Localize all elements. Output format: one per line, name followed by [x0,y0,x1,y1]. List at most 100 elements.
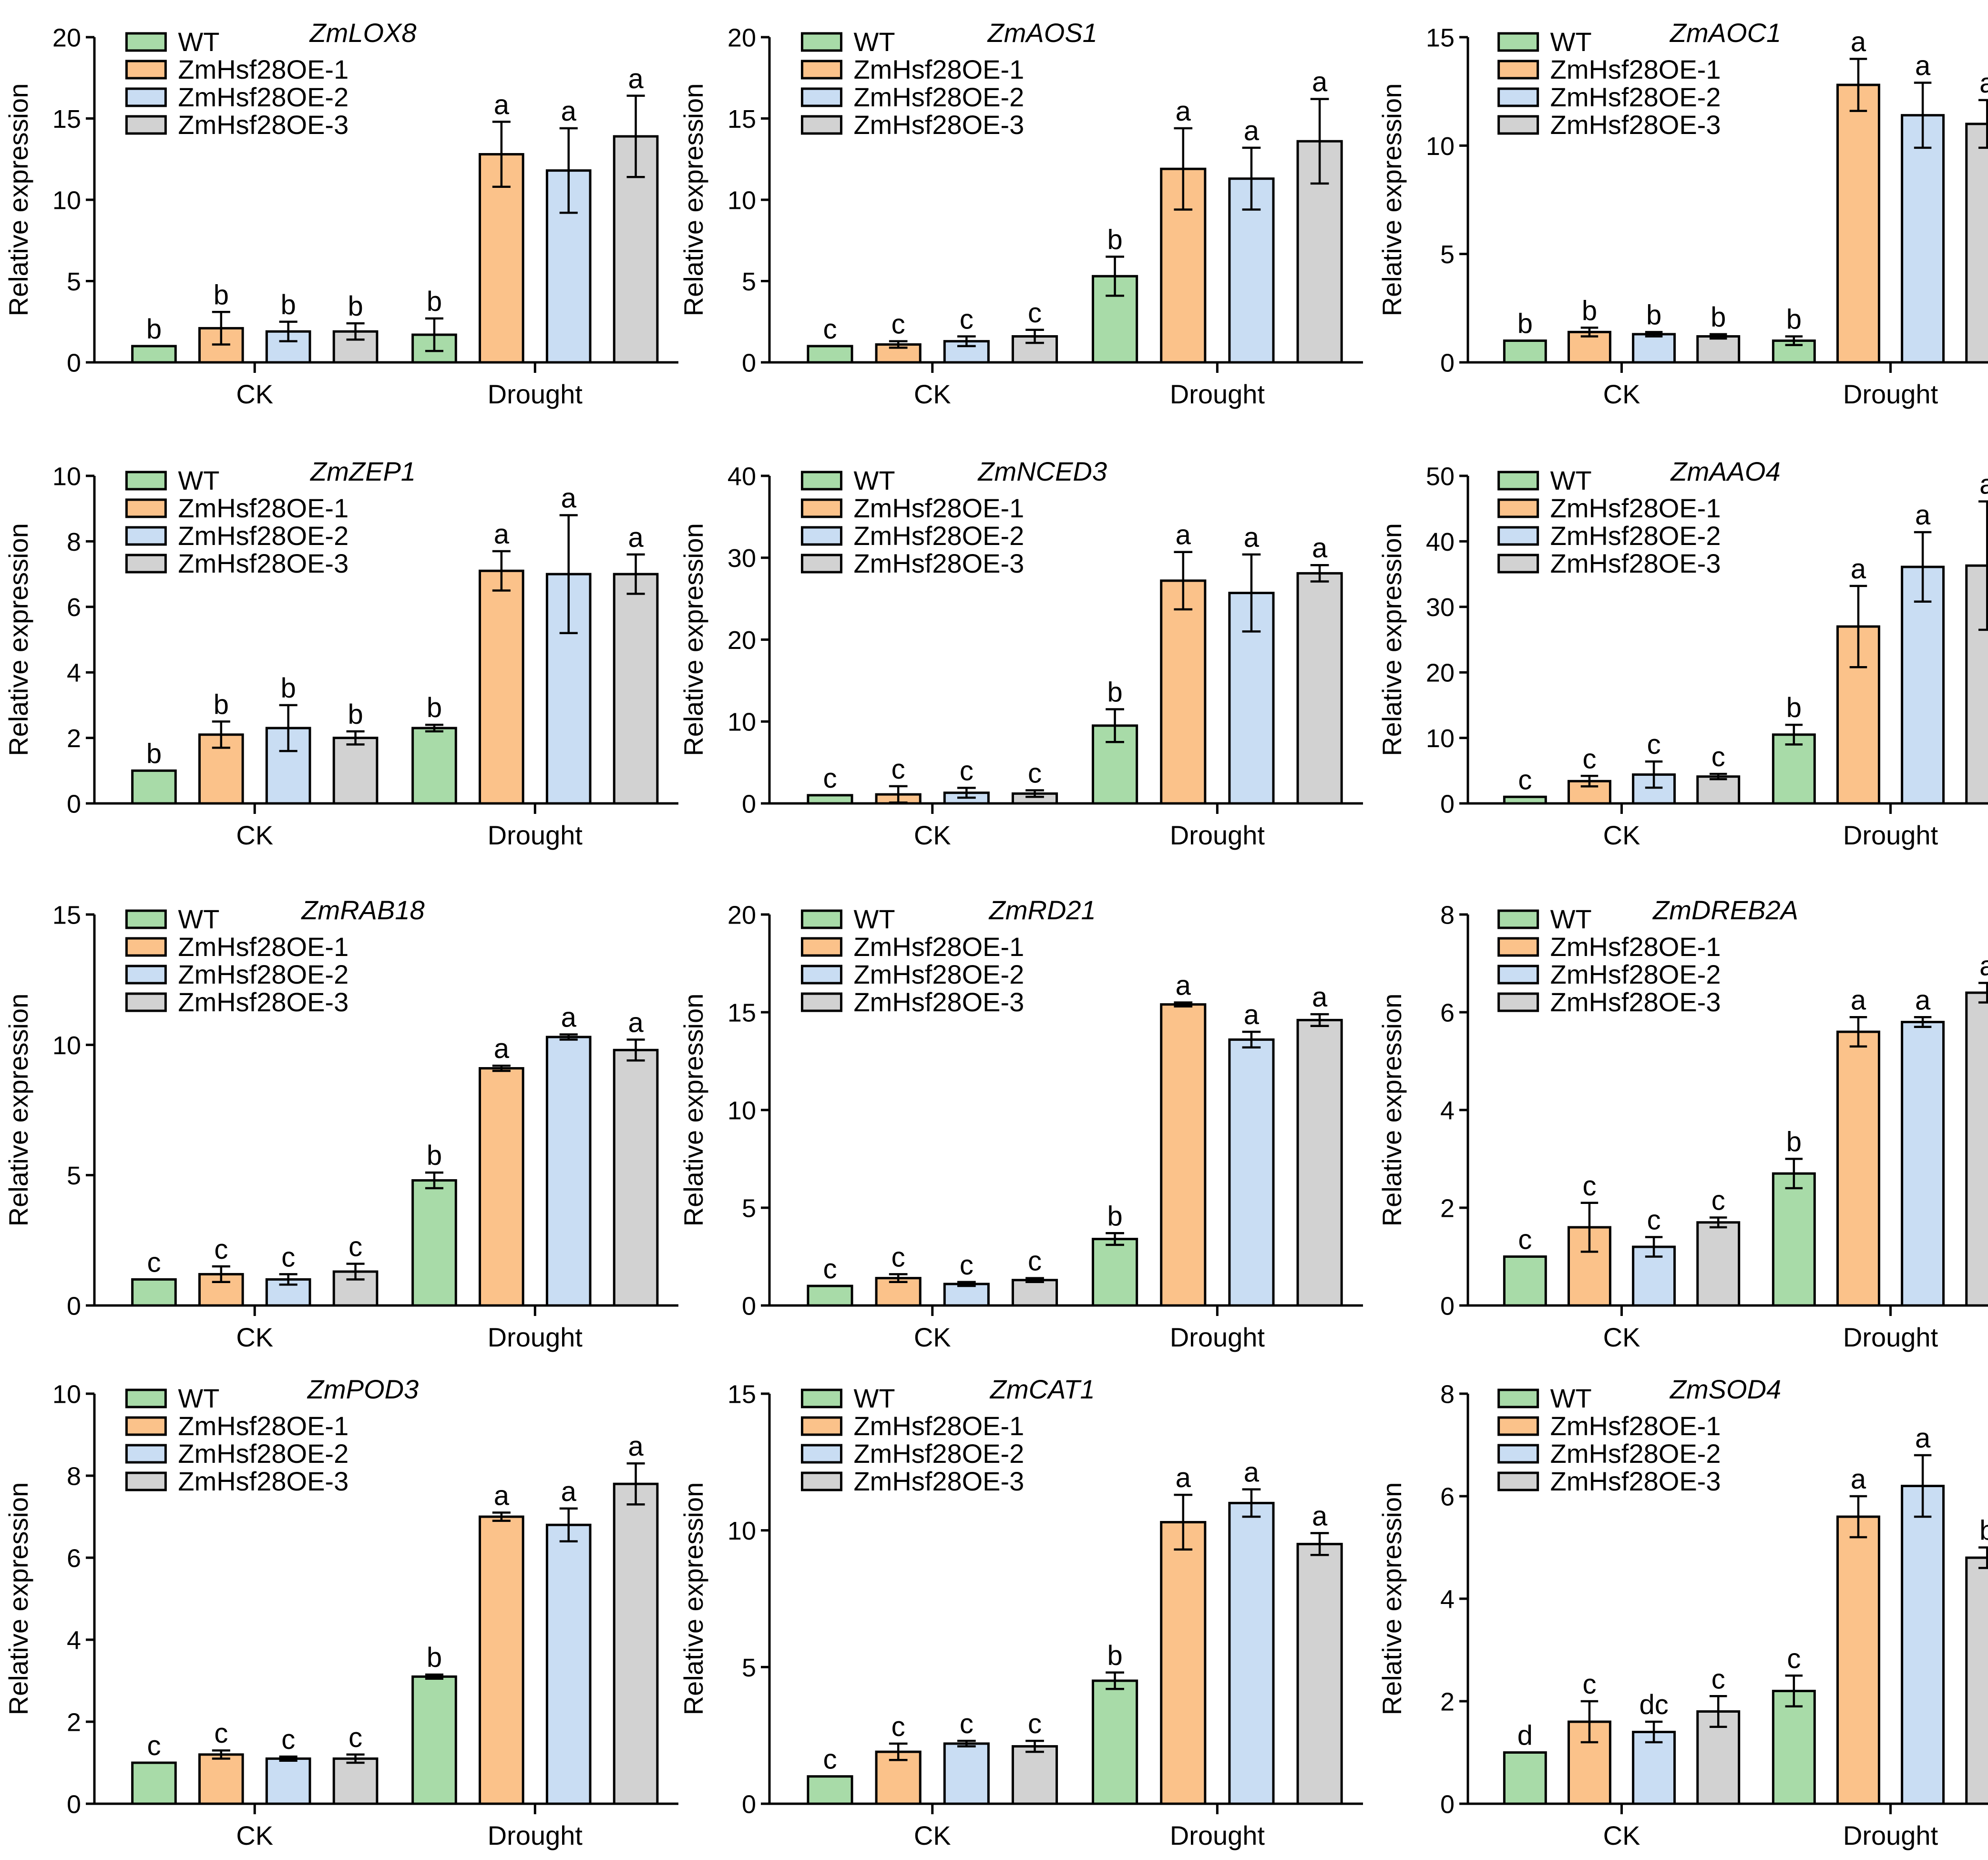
significance-letter: b [1517,308,1533,339]
legend-swatch-4 [1497,992,1539,1012]
bar-wt-drought [411,727,457,805]
bar-wt-ck [1503,795,1547,805]
legend-swatch-3 [125,526,167,546]
bar-zmhsf28oe-3-ck [1696,1221,1741,1307]
significance-letter: b [427,1140,442,1171]
chart-title: ZmLOX8 [308,18,416,48]
bar-zmhsf28oe-3-ck [332,1757,379,1805]
y-tick-label: 6 [67,593,81,622]
y-tick-label: 5 [67,1161,81,1190]
significance-letter: b [1107,1201,1122,1232]
significance-letter: b [146,314,162,345]
y-tick-label: 0 [1440,1292,1455,1320]
legend-swatch-3 [1497,965,1539,985]
significance-letter: c [892,309,905,340]
y-tick-label: 0 [742,1790,756,1819]
legend-label: ZmHsf28OE-1 [853,493,1024,523]
legend-label: WT [1550,465,1592,495]
chart-panel-zmdreb2a: Relative expression 0 2 4 6 8 c c c c CK b a a a Drough… [1377,895,1988,1352]
bar-wt-ck [807,1285,853,1307]
y-tick-label: 15 [1426,23,1455,52]
legend-swatch-4 [1497,554,1539,574]
bar-zmhsf28oe-1-drought [479,153,524,364]
y-tick-label: 2 [1440,1687,1455,1716]
significance-letter: b [1107,677,1122,708]
legend-label: ZmHsf28OE-1 [1550,932,1721,962]
legend-label: ZmHsf28OE-1 [178,493,348,523]
significance-letter: a [494,519,510,550]
significance-letter: c [1711,741,1725,772]
significance-letter: a [1176,1462,1191,1493]
legend-label: ZmHsf28OE-1 [1550,1411,1721,1441]
legend-swatch-2 [1497,1416,1539,1436]
significance-letter: c [1647,729,1661,760]
y-tick-label: 20 [1426,659,1455,688]
y-tick-label: 4 [1440,1096,1455,1125]
significance-letter: c [147,1247,161,1278]
y-tick-label: 4 [1440,1585,1455,1613]
y-tick-label: 2 [67,1708,81,1737]
bar-zmhsf28oe-2-drought [545,1036,592,1307]
legend-swatch-2 [800,937,842,957]
significance-letter: a [1851,26,1866,57]
significance-letter: a [628,522,644,553]
significance-letter: c [1582,743,1596,774]
x-category-label: CK [914,379,951,409]
chart-panel-zmsod4: Relative expression02468dcdccCKcaabDroug… [1377,1374,1988,1850]
legend-swatch-2 [1497,498,1539,518]
bar-wt-drought [1092,1679,1138,1805]
significance-letter: a [1312,982,1328,1013]
legend-swatch-4 [1497,115,1539,135]
bar-zmhsf28oe-1-ck [198,1753,244,1805]
y-tick-label: 0 [1440,1790,1455,1819]
y-tick-label: 50 [1426,462,1455,491]
y-tick-label: 2 [1440,1194,1455,1223]
bar-zmhsf28oe-1-drought [479,1067,524,1307]
legend-label: WT [853,904,895,934]
significance-letter: b [1786,692,1802,723]
legend-label: ZmHsf28OE-3 [853,987,1024,1017]
chart-title: ZmRAB18 [300,895,424,925]
x-category-label: Drought [1843,820,1938,850]
bar-zmhsf28oe-2-drought [1901,1021,1945,1307]
y-tick-label: 15 [52,105,81,134]
y-tick-label: 40 [728,462,756,491]
significance-letter: a [1979,951,1988,982]
significance-letter: a [561,96,577,127]
significance-letter: c [348,1232,362,1263]
bar-zmhsf28oe-1-drought [1160,1521,1207,1805]
y-tick-label: 5 [1440,240,1455,269]
chart-panel-zmaoc1: Relative expression 0 5 10 15 b b b b CK b a a a Droug… [1377,18,1988,409]
bar-zmhsf28oe-3-drought [1296,572,1343,805]
y-tick-label: 10 [52,186,81,215]
legend-swatch-2 [125,60,167,80]
y-tick-label: 8 [1440,901,1455,929]
y-tick-label: 0 [67,1790,81,1819]
x-category-label: Drought [1170,379,1265,409]
bar-zmhsf28oe-2-ck [943,1283,990,1307]
legend-label: ZmHsf28OE-2 [1550,1439,1721,1469]
y-tick-label: 0 [1440,790,1455,818]
significance-letter: b [1786,304,1802,335]
legend-swatch-1 [125,471,167,491]
x-category-label: Drought [1843,1820,1938,1850]
legend-label: ZmHsf28OE-2 [853,1439,1024,1469]
y-tick-label: 0 [67,1292,81,1320]
chart-title: ZmRD21 [988,895,1096,925]
chart-panel-zmcat1: Relative expression 0 5 10 15 c c c c CK b a a a Droug… [678,1374,1363,1850]
bar-zmhsf28oe-1-drought [479,569,524,805]
y-axis-label: Relative expression [1377,523,1407,756]
y-tick-label: 6 [1440,998,1455,1027]
bar-zmhsf28oe-3-drought [1296,1018,1343,1307]
bar-zmhsf28oe-2-ck [1632,333,1676,364]
significance-letter: b [427,1642,442,1673]
significance-letter: a [1979,68,1988,99]
chart-panel-zmpod3: Relative expression 0 2 4 6 8 10 c c c c CK b a a a Drou… [3,1374,678,1850]
significance-letter: a [1312,67,1328,98]
significance-letter: a [1915,50,1931,81]
x-category-label: CK [236,820,273,850]
significance-letter: a [1915,500,1931,531]
chart-title: ZmZEP1 [309,456,416,486]
legend-swatch-2 [125,1416,167,1436]
